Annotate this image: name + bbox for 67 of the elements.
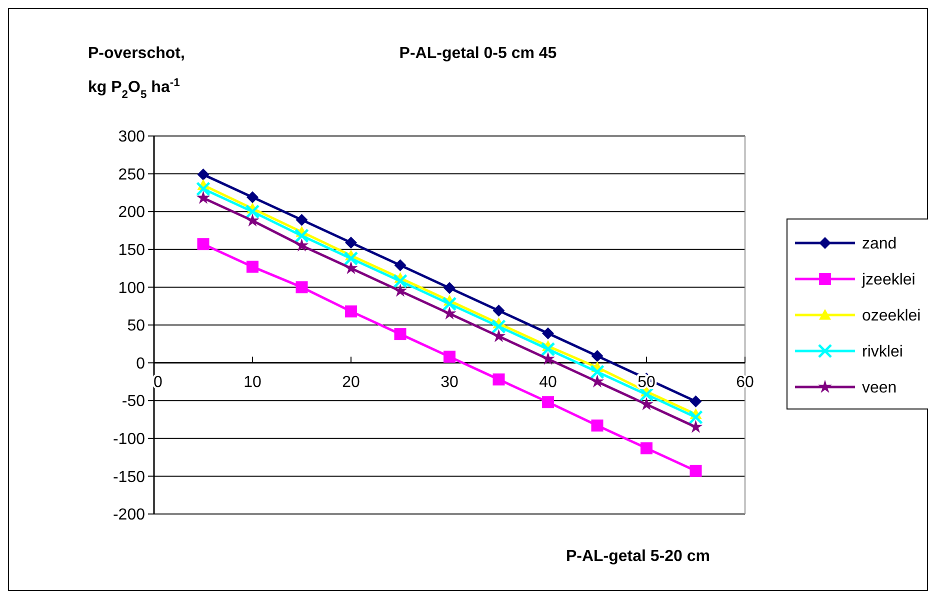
y-tick-label: 300 [118, 128, 146, 146]
point [542, 396, 554, 408]
point [345, 305, 357, 318]
legend-label: rivklei [862, 344, 903, 361]
point [296, 281, 308, 294]
legend-label: ozeeklei [862, 308, 921, 325]
point [688, 410, 703, 424]
point [196, 182, 210, 196]
point [196, 190, 210, 204]
point [394, 259, 406, 272]
point [444, 282, 456, 294]
point [492, 304, 505, 317]
point [393, 274, 408, 288]
legend-label: zand [862, 236, 897, 253]
point [442, 306, 456, 320]
point [639, 387, 654, 402]
point [294, 238, 309, 252]
point [197, 238, 210, 250]
x-tick-label: 30 [440, 374, 458, 391]
x-tick-label: 60 [736, 374, 754, 391]
point [294, 228, 309, 244]
point [492, 329, 506, 342]
y-axis-title: P-overschot, kg P$_{2}$O$_{5}$ ha$^{-1}$ [88, 45, 185, 101]
point [444, 350, 456, 363]
x-tick-label: 10 [244, 374, 262, 391]
point [345, 236, 357, 249]
point [542, 327, 554, 340]
point [540, 342, 556, 356]
x-tick-label: 20 [342, 374, 360, 391]
point [590, 374, 604, 388]
y-tick-label: -200 [112, 506, 146, 524]
y-tick-label: -150 [112, 468, 146, 486]
point [393, 284, 408, 297]
y-tick-label: 250 [118, 166, 146, 184]
legend-label: jzeeklei [861, 272, 916, 289]
x-tick-label: 40 [539, 374, 557, 391]
y-tick-label: 100 [118, 280, 146, 297]
point [690, 395, 702, 408]
point [344, 261, 358, 274]
y-tick-label: 50 [127, 318, 146, 335]
point [640, 442, 652, 454]
point [394, 328, 406, 340]
y-tick-label: -100 [112, 431, 146, 448]
point [246, 260, 258, 273]
point [688, 420, 703, 433]
point [492, 319, 506, 334]
point [197, 168, 210, 181]
point [246, 213, 260, 226]
point [296, 214, 308, 226]
point [246, 191, 258, 204]
x-axis-title: P-AL-getal 5-20 cm [566, 548, 710, 565]
point [492, 373, 505, 386]
legend-label: veen [862, 380, 897, 397]
point [344, 251, 358, 266]
point [690, 464, 702, 477]
y-tick-label: 200 [118, 204, 146, 222]
point [590, 364, 604, 380]
chart-title: P-AL-getal 0-5 cm 45 [399, 45, 557, 62]
point [640, 397, 654, 410]
y-tick-label: 150 [118, 242, 146, 259]
y-tick-label: -50 [122, 393, 146, 410]
point [541, 352, 555, 365]
point [591, 420, 604, 432]
y-tick-label: 0 [136, 355, 146, 372]
point [442, 296, 457, 312]
point [591, 350, 604, 362]
point [245, 204, 260, 219]
